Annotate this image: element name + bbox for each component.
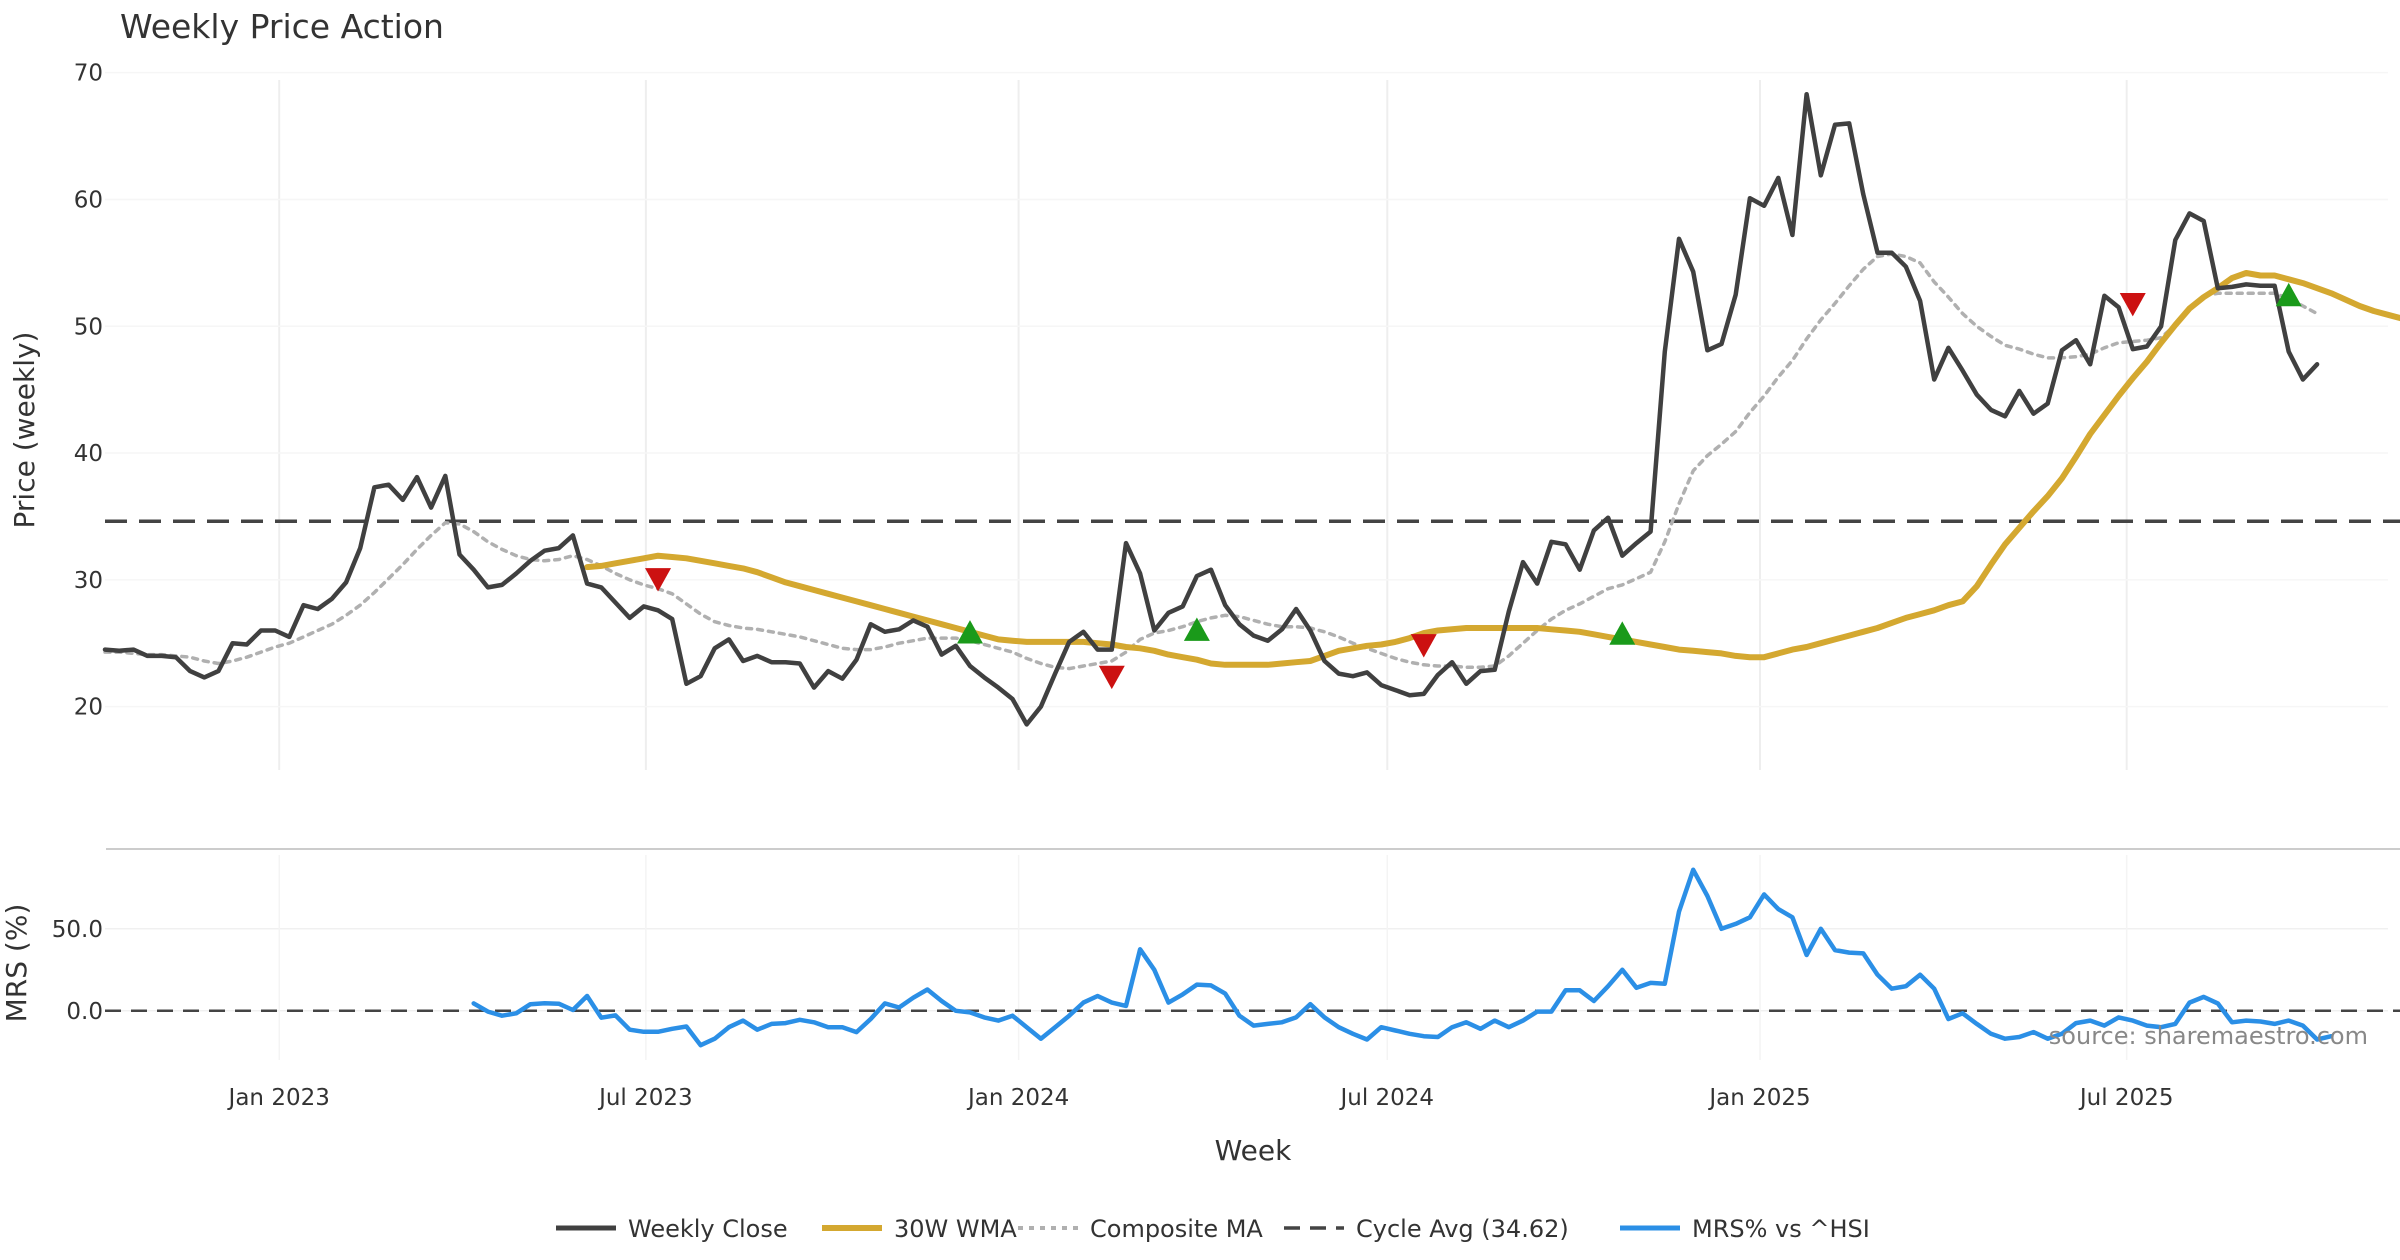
mrs-gridlines: [105, 855, 2388, 1060]
x-axis-label: Week: [1215, 1134, 1292, 1167]
price-y-tick-label: 60: [74, 187, 103, 213]
buy-signal-marker: [2275, 282, 2302, 307]
legend: Weekly Close 30W WMA Composite MA Cycle Avg…: [556, 1215, 1870, 1243]
x-axis-ticks: Jan 2023 Jul 2023 Jan 2024 Jul 2024 Jan 2025…: [227, 1085, 2174, 1111]
price-y-axis-label: Price (weekly): [8, 332, 41, 529]
price-gridlines: [105, 71, 2388, 770]
legend-label: 30W WMA: [894, 1215, 1017, 1243]
x-tick-label: Jul 2025: [2078, 1085, 2174, 1111]
legend-label: Composite MA: [1090, 1215, 1263, 1243]
mrs-line: [471, 867, 2334, 1048]
price-y-tick-label: 70: [74, 61, 103, 87]
signal-markers: [645, 282, 2302, 690]
mrs-series: [471, 867, 2334, 1048]
legend-label: Weekly Close: [628, 1215, 788, 1243]
sell-signal-marker: [1098, 665, 1125, 690]
legend-label: MRS% vs ^HSI: [1692, 1215, 1870, 1243]
x-tick-label: Jan 2023: [227, 1085, 330, 1111]
weekly-close-line: [102, 91, 2320, 727]
sell-signal-marker: [2119, 293, 2146, 317]
buy-signal-marker: [1609, 621, 1636, 645]
x-tick-label: Jan 2025: [1707, 1085, 1810, 1111]
composite-ma-line: [103, 252, 2319, 671]
buy-signal-marker: [956, 620, 983, 644]
x-tick-label: Jul 2023: [597, 1085, 693, 1111]
x-tick-label: Jan 2024: [966, 1085, 1069, 1111]
price-series: [102, 91, 2400, 727]
source-note: source: sharemaestro.com: [2049, 1022, 2368, 1050]
sell-signal-marker: [645, 568, 672, 592]
mrs-y-tick-label: 50.0: [52, 917, 103, 943]
price-y-tick-label: 20: [74, 695, 103, 721]
buy-signal-marker: [1183, 617, 1210, 641]
legend-label: Cycle Avg (34.62): [1356, 1215, 1569, 1243]
mrs-y-ticks: 0.0 50.0: [52, 917, 103, 1025]
sell-signal-marker: [1410, 634, 1437, 658]
chart-title: Weekly Price Action: [120, 7, 444, 46]
x-tick-label: Jul 2024: [1338, 1085, 1434, 1111]
mrs-y-axis-label: MRS (%): [0, 904, 33, 1023]
price-y-tick-label: 30: [74, 568, 103, 594]
mrs-y-tick-label: 0.0: [66, 999, 103, 1025]
price-y-tick-label: 40: [74, 441, 103, 467]
price-y-ticks: 20 30 40 50 60 70: [74, 61, 103, 721]
price-y-tick-label: 50: [74, 314, 103, 340]
